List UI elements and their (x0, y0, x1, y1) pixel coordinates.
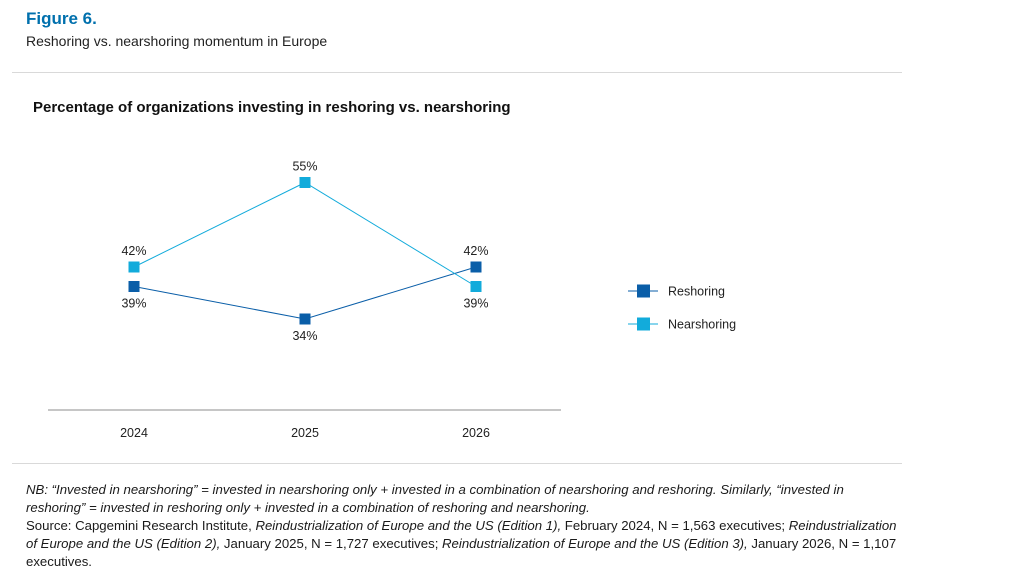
source-detail-1: February 2024, N = 1,563 executives; (561, 518, 789, 533)
x-tick-label: 2026 (462, 426, 490, 440)
series-line-reshoring (133, 266, 477, 320)
top-divider (12, 72, 902, 73)
source-title-2: Reindustrialization of Europe and the US… (26, 518, 897, 551)
source-title-1: Reindustrialization of Europe and the US… (255, 518, 562, 533)
data-point (299, 313, 311, 325)
bottom-divider (12, 463, 902, 464)
figure-subtitle: Reshoring vs. nearshoring momentum in Eu… (26, 33, 328, 49)
source-title-3: Reindustrialization of Europe and the US… (442, 536, 748, 551)
data-point (470, 281, 482, 292)
source-note: Source: Capgemini Research Institute, Re… (26, 517, 906, 571)
source-prefix: Source: Capgemini Research Institute, (26, 518, 256, 533)
x-tick-label: 2024 (120, 426, 148, 440)
data-label: 39% (121, 297, 146, 311)
legend-swatch-reshoring (637, 284, 650, 298)
data-label: 39% (463, 297, 488, 311)
data-label: 55% (292, 160, 317, 174)
notes-block: NB: “Invested in nearshoring” = invested… (26, 481, 906, 571)
source-detail-3: January 2026, N = 1,107 executives. (26, 536, 897, 569)
legend-label-reshoring: Reshoring (668, 285, 725, 299)
legend-swatch-nearshoring (637, 317, 650, 331)
chart-title: Percentage of organizations investing in… (33, 99, 511, 116)
data-point (299, 177, 311, 188)
series-line-nearshoring (133, 181, 477, 287)
data-label: 42% (463, 244, 488, 258)
source-detail-2: January 2025, N = 1,727 executives; (220, 536, 443, 551)
data-point (128, 281, 140, 292)
nb-note: NB: “Invested in nearshoring” = invested… (26, 482, 844, 515)
data-label: 42% (121, 244, 146, 258)
legend-label-nearshoring: Nearshoring (668, 318, 736, 332)
data-point (470, 261, 482, 273)
data-label: 34% (292, 329, 317, 343)
figure-label: Figure 6. (26, 9, 97, 28)
data-point (128, 261, 140, 273)
x-tick-label: 2025 (291, 426, 319, 440)
line-chart: 2024 2025 2026 39% 34% 42% 42% 55% 39% Reshoring N… (48, 160, 736, 440)
